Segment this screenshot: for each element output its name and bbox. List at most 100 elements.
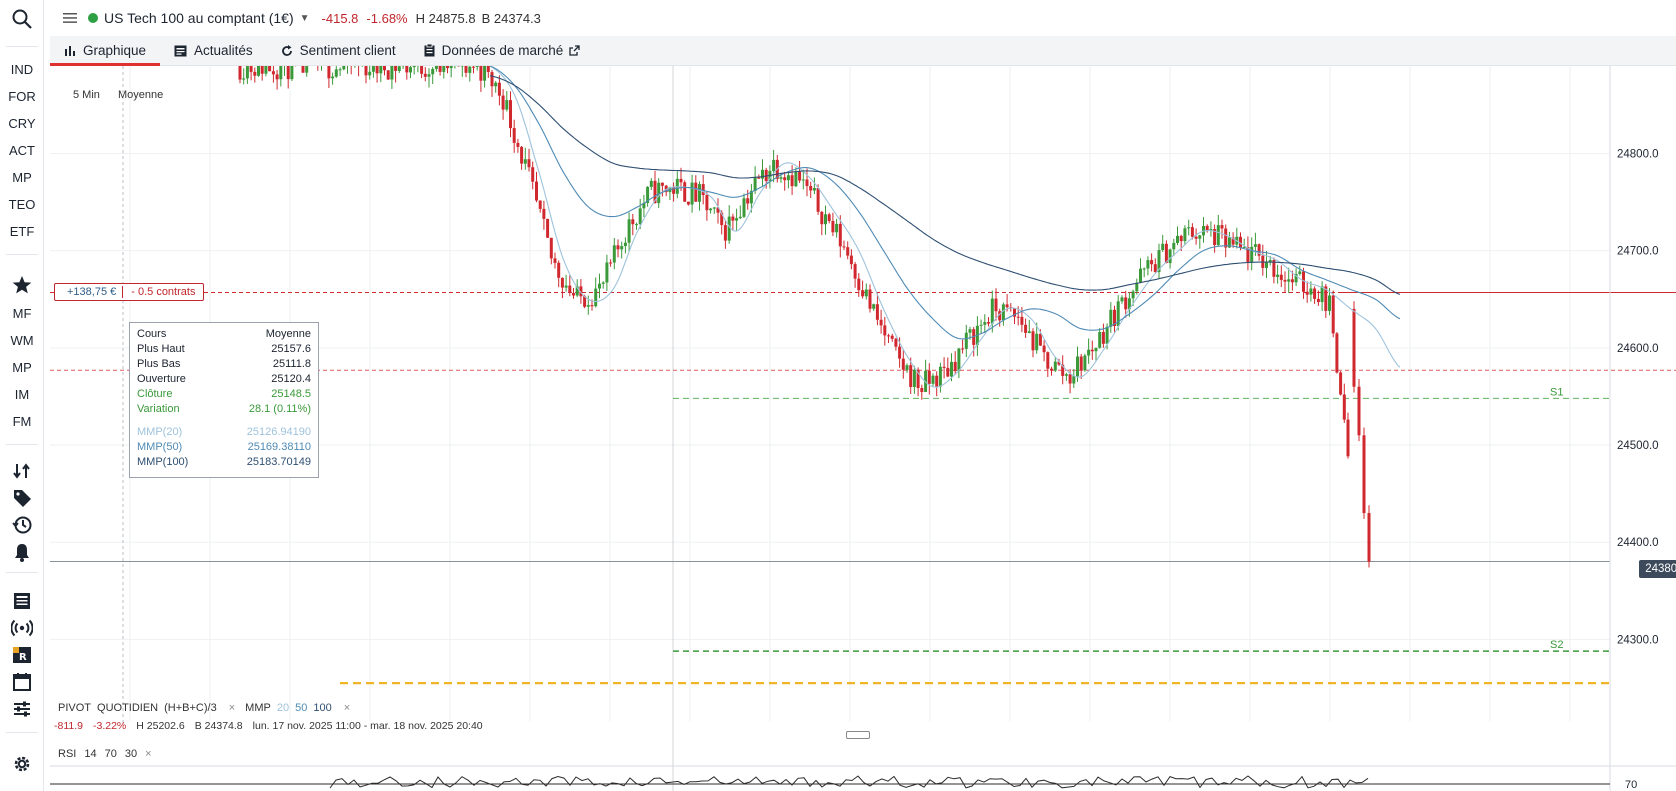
candle-body [1220, 225, 1224, 229]
candle-body [742, 198, 746, 217]
timeframe-selector[interactable]: 5 Min [73, 89, 100, 101]
candle-body [379, 66, 383, 74]
candle-body [1320, 286, 1324, 303]
candle-body [364, 66, 368, 76]
instrument-dropdown-icon[interactable]: ▼ [299, 12, 310, 24]
tr-logo-icon[interactable]: R [11, 644, 33, 666]
candle-body [531, 167, 535, 182]
chart-icon [65, 45, 75, 56]
hamburger-menu-icon[interactable] [60, 12, 80, 24]
candle-body [523, 159, 527, 164]
news-icon[interactable] [11, 590, 33, 612]
pivot-period[interactable]: QUOTIDIEN [97, 702, 159, 714]
candle-body [1213, 229, 1217, 245]
candle-body [1146, 260, 1150, 269]
candle-body [572, 293, 575, 296]
pivot-formula: (H+B+C)/3 [164, 702, 217, 714]
candle-body [749, 190, 753, 204]
mmp-label[interactable]: MMP [245, 702, 271, 714]
candle-body [816, 188, 820, 212]
instrument-header: US Tech 100 au comptant (1€) ▼ -415.8 -1… [50, 0, 1676, 36]
sidebar-item-mp2[interactable]: MP [12, 360, 32, 375]
tab-graphique[interactable]: Graphique [50, 36, 161, 66]
candle-body [757, 177, 761, 179]
candle-body [812, 188, 816, 191]
candle-body [268, 66, 272, 72]
change-value: -415.8 [321, 10, 359, 26]
sidebar-item-etf[interactable]: ETF [9, 224, 35, 239]
sidebar-divider [6, 444, 38, 445]
candle-body [1116, 301, 1120, 326]
indicator-legend: PIVOT QUOTIDIEN (H+B+C)/3 × MMP 20 50 10… [50, 697, 1676, 719]
candle-body [301, 66, 305, 73]
candle-body [1161, 243, 1165, 250]
candle-body [1276, 274, 1280, 277]
pivot-label[interactable]: PIVOT [58, 702, 92, 714]
candle-body [835, 223, 839, 233]
candle-body [1101, 332, 1105, 344]
candle-body [1057, 361, 1061, 365]
left-sidebar: IND FOR CRY ACT MP TEO ETF MF WM MP IM F… [0, 0, 44, 791]
open-position-label[interactable]: +138,75 € - 0.5 contrats [54, 283, 205, 301]
candle-body [1098, 332, 1102, 348]
sidebar-item-fm[interactable]: FM [12, 414, 32, 429]
candle-body [623, 242, 627, 247]
tooltip-label: MMP(100) [137, 456, 189, 468]
tooltip-row-mmp20: MMP(20) 25126.94190 [137, 425, 311, 440]
candle-body [279, 66, 283, 80]
candle-body [1279, 274, 1283, 280]
candle-body [1164, 243, 1168, 263]
instrument-name[interactable]: US Tech 100 au comptant (1€) [104, 10, 294, 26]
search-icon[interactable] [11, 8, 33, 30]
sliders-icon[interactable] [11, 698, 33, 720]
tab-actualites[interactable]: Actualités [160, 36, 267, 65]
candle-body [1113, 309, 1116, 326]
period-high: H 25202.6 [136, 720, 185, 732]
star-icon[interactable] [11, 274, 33, 296]
candle-body [1250, 246, 1254, 263]
sidebar-item-wm[interactable]: WM [10, 333, 34, 348]
sidebar-item-mp[interactable]: MP [12, 170, 32, 185]
chart-type-selector[interactable]: Moyenne [118, 89, 164, 101]
candle-body [442, 66, 446, 72]
sidebar-item-im[interactable]: IM [14, 387, 30, 402]
candle-body [1024, 324, 1028, 333]
sidebar-item-mf[interactable]: MF [12, 306, 32, 321]
calendar-icon[interactable] [11, 671, 33, 693]
candle-body [1090, 349, 1094, 352]
gear-icon[interactable] [11, 753, 33, 775]
y-tick-label: 24600.0 [1617, 343, 1659, 355]
history-icon[interactable] [11, 514, 33, 536]
close-rsi-icon[interactable]: × [145, 748, 152, 760]
tag-icon[interactable] [11, 487, 33, 509]
transfer-icon[interactable] [11, 460, 33, 482]
candle-body [601, 282, 605, 284]
pivot-s2-label: S2 [1550, 639, 1563, 651]
candle-body [642, 203, 646, 209]
sidebar-item-for[interactable]: FOR [8, 89, 36, 104]
bell-icon[interactable] [11, 541, 33, 563]
tab-sentiment-client[interactable]: Sentiment client [267, 36, 410, 65]
sidebar-item-teo[interactable]: TEO [8, 197, 36, 212]
sidebar-item-cry[interactable]: CRY [8, 116, 36, 131]
sidebar-item-ind[interactable]: IND [10, 62, 34, 77]
candle-body [1094, 347, 1098, 352]
candle-body [831, 221, 835, 233]
close-mmp-icon[interactable]: × [343, 702, 351, 714]
svg-text:R: R [19, 652, 27, 663]
pane-resize-handle[interactable] [846, 731, 870, 739]
rsi-legend: RSI 14 70 30 × [50, 744, 1676, 764]
tab-donnees-de-marche[interactable]: Données de marché [410, 36, 595, 65]
candle-body [801, 179, 805, 181]
broadcast-icon[interactable] [11, 617, 33, 639]
candle-body [1357, 386, 1361, 436]
rsi-label[interactable]: RSI [58, 748, 77, 760]
sidebar-item-act[interactable]: ACT [9, 143, 35, 158]
period-low: B 24374.8 [194, 720, 243, 732]
candle-body [994, 298, 998, 312]
close-pivot-icon[interactable]: × [228, 702, 236, 714]
market-status-dot [88, 13, 98, 23]
candle-body [1265, 262, 1268, 268]
candle-body [764, 169, 768, 181]
